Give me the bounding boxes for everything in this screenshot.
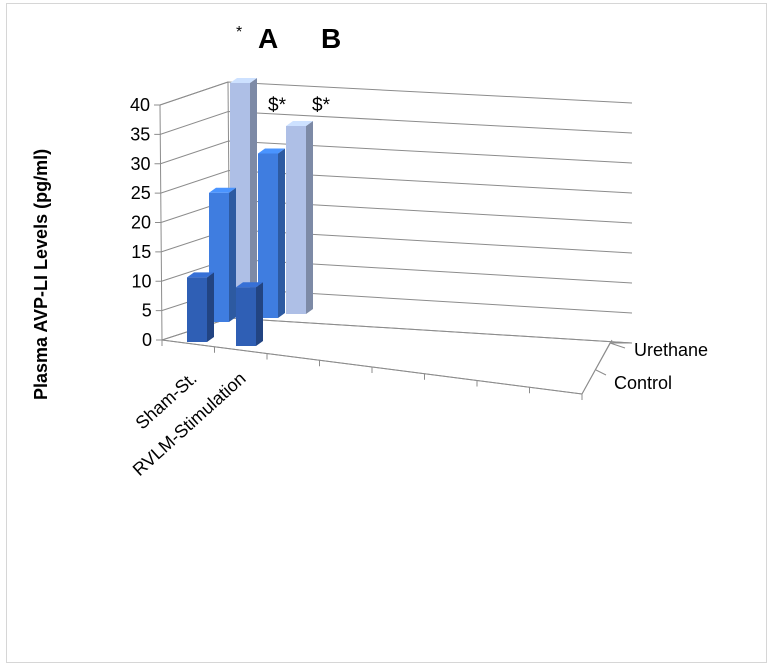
bar-urethane-1 xyxy=(258,148,285,318)
bar-top xyxy=(236,282,263,288)
depth-tick-2 xyxy=(595,369,607,376)
y-tick-labels: 0 5 10 15 20 25 30 35 40 xyxy=(130,95,152,350)
gridline xyxy=(160,169,633,194)
floor-right-edge xyxy=(581,339,613,395)
y-tick-label: 40 xyxy=(130,95,150,115)
y-tick-label: 10 xyxy=(131,271,151,291)
y-tick-label: 30 xyxy=(130,154,150,174)
bar-front xyxy=(286,126,306,314)
y-tick-label: 20 xyxy=(131,213,151,233)
bar-top xyxy=(286,121,313,126)
gridline xyxy=(161,317,633,344)
gridline xyxy=(160,140,633,165)
annotation-mark-1: $* xyxy=(268,95,287,116)
bar-urethane-back-1 xyxy=(286,121,313,314)
depth-label-urethane: Urethane xyxy=(634,340,708,360)
annotation-mark-2: $* xyxy=(312,95,331,116)
bar-side xyxy=(306,121,313,314)
bar-control-1 xyxy=(236,282,263,346)
bar-top xyxy=(230,78,257,83)
bar-top xyxy=(258,148,285,154)
y-tick-label: 35 xyxy=(130,124,150,144)
annotation-letter-a: A xyxy=(258,23,278,54)
bar-front xyxy=(258,153,278,318)
y-axis-label: Plasma AVP-LI Levels (pg/ml) xyxy=(31,149,51,400)
bar-side xyxy=(229,187,236,322)
bar-front xyxy=(187,277,207,342)
bar-side xyxy=(207,272,214,342)
y-tick-label: 15 xyxy=(131,242,151,262)
annotation-letter-b: B xyxy=(321,23,341,54)
annotation-star: * xyxy=(236,24,242,41)
bar-front xyxy=(236,287,256,346)
depth-label-control: Control xyxy=(614,373,672,393)
depth-tick-1 xyxy=(609,342,626,349)
y-tick-label: 0 xyxy=(142,330,152,350)
chart-texts: Plasma AVP-LI Levels (pg/ml) A B * $* $*… xyxy=(31,23,708,480)
bars xyxy=(187,78,313,346)
bar-side xyxy=(278,148,285,318)
bar-control-0 xyxy=(187,272,214,342)
bar-top xyxy=(209,187,236,193)
gridline xyxy=(160,110,633,135)
y-tick-label: 5 xyxy=(142,301,152,321)
bar-side xyxy=(256,282,263,346)
chart-frame xyxy=(6,3,767,663)
gridline xyxy=(159,81,633,106)
bar-side xyxy=(250,78,257,318)
bar-top xyxy=(187,272,214,278)
y-tick-label: 25 xyxy=(131,183,151,203)
